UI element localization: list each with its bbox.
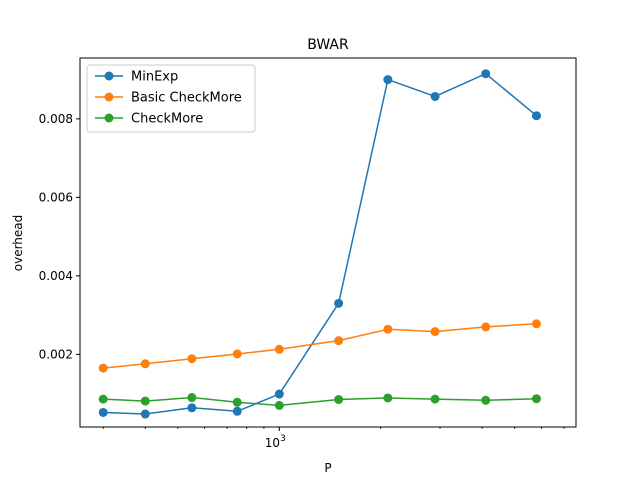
data-point [98,407,108,417]
legend-label: CheckMore [131,112,203,127]
y-axis: 0.002 0.004 0.006 0.008 [39,112,80,361]
chart-title: BWAR [307,37,349,53]
series-2 [98,393,541,410]
data-point [232,349,242,359]
x-axis: 103 [102,427,565,450]
data-point [274,389,284,399]
data-point [383,324,393,334]
y-tick-label: 0.004 [39,269,73,283]
data-point [232,397,242,407]
data-point [481,322,491,332]
y-tick-label: 0.008 [39,112,73,126]
legend: MinExp Basic CheckMore CheckMore [86,64,256,133]
legend-box [86,64,256,133]
data-point [531,394,541,404]
data-point [481,395,491,405]
data-point [481,69,491,79]
legend-marker [104,92,114,102]
data-point [98,394,108,404]
data-point [430,91,440,101]
legend-label: MinExp [131,70,178,85]
series-line [103,72,537,415]
series-layer [98,69,541,419]
data-point [187,403,197,413]
legend-marker [104,71,114,81]
data-point [187,354,197,364]
legend-label: Basic CheckMore [131,91,242,106]
data-point [334,395,344,405]
data-point [140,359,150,369]
x-tick-label: 103 [265,434,286,450]
data-point [531,319,541,329]
data-point [383,393,393,403]
series-line [103,323,537,369]
data-point [334,298,344,308]
data-point [383,75,393,85]
y-tick-label: 0.002 [39,347,73,361]
series-0 [98,69,541,419]
series-1 [98,319,541,373]
data-point [531,111,541,121]
data-point [274,400,284,410]
y-axis-label: overhead [11,215,25,272]
data-point [232,406,242,416]
data-point [334,336,344,346]
data-point [430,394,440,404]
series-line [103,396,537,407]
y-tick-label: 0.006 [39,190,73,204]
legend-marker [104,113,114,123]
data-point [140,396,150,406]
x-axis-label: P [324,461,331,475]
data-point [140,409,150,419]
plot-frame [79,57,577,428]
data-point [187,393,197,403]
data-point [98,363,108,373]
data-point [430,327,440,337]
data-point [274,344,284,354]
